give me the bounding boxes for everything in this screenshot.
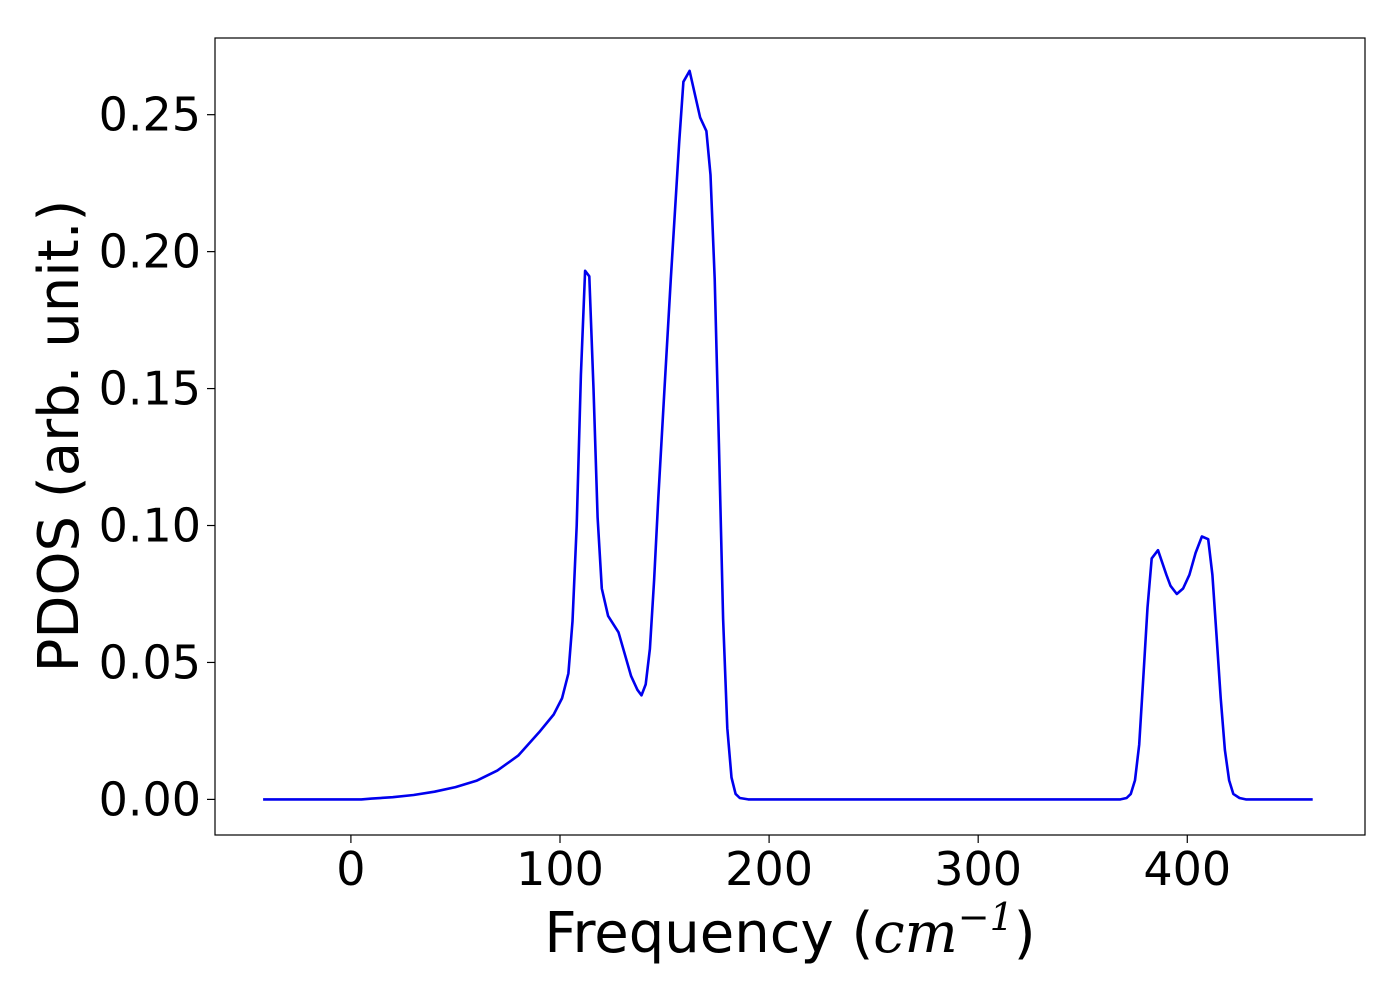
x-tick-label: 100: [516, 842, 604, 896]
y-tick-label: 0.20: [99, 225, 201, 279]
x-tick-label: 300: [934, 842, 1022, 896]
y-tick-label: 0.05: [99, 635, 201, 689]
x-axis-ticks: 0 100 200 300 400: [336, 835, 1231, 896]
y-tick-label: 0.00: [99, 772, 201, 826]
y-tick-label: 0.10: [99, 499, 201, 553]
y-axis-title: PDOS (arb. unit.): [27, 200, 92, 673]
x-tick-label: 0: [336, 842, 365, 896]
plot-area-frame: [214, 37, 1366, 836]
x-axis-title-exponent: −1: [958, 895, 1014, 939]
x-tick-label: 400: [1143, 842, 1231, 896]
x-axis-title-close: ): [1014, 901, 1036, 966]
x-axis-title: Frequency (cm−1): [544, 895, 1035, 966]
x-tick-label: 200: [725, 842, 813, 896]
y-axis-ticks: 0.00 0.05 0.10 0.15 0.20 0.25: [99, 88, 215, 826]
x-axis-title-unit: cm: [873, 901, 957, 966]
pdos-series-line: [263, 69, 1313, 801]
y-tick-label: 0.25: [99, 88, 201, 142]
y-tick-label: 0.15: [99, 362, 201, 416]
